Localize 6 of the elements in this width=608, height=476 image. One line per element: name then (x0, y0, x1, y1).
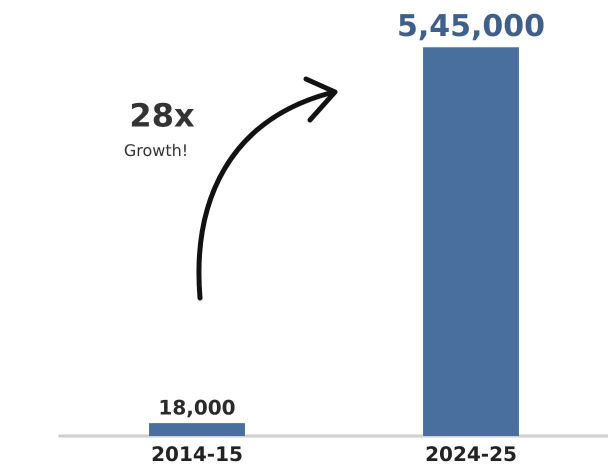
annotation: Growth! (124, 141, 188, 160)
data-label: 5,45,000 (396, 9, 546, 44)
data-label: 18,000 (158, 395, 236, 420)
x-tick-label: 2014-15 (151, 442, 243, 466)
annotation: 28x (129, 96, 195, 134)
x-tick-label: 2024-25 (425, 442, 517, 466)
